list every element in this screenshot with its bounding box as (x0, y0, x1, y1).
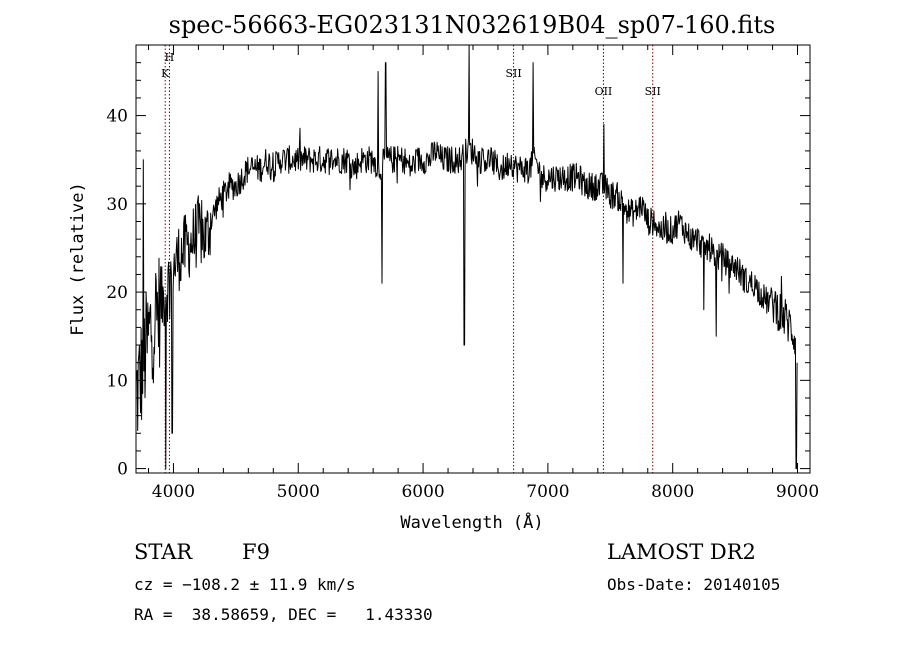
y-axis-label: Flux (relative) (68, 182, 88, 336)
line-marker-label: SII (645, 85, 661, 98)
x-tick-label: 6000 (401, 482, 444, 502)
coordinates: RA = 38.58659, DEC = 1.43330 (134, 605, 433, 624)
chart-title: spec-56663-EG023131N032619B04_sp07-160.f… (169, 11, 776, 39)
y-tick-label: 30 (106, 195, 128, 215)
object-class: STAR (134, 540, 193, 564)
plot-frame (135, 44, 811, 474)
axes: 4000 5000 6000 7000 8000 9000 0 10 20 30 40 (106, 45, 819, 502)
line-marker-label: OII (595, 85, 613, 98)
y-tick-label: 40 (106, 107, 128, 127)
object-subclass: F9 (242, 540, 270, 564)
spectral-line-markers: HK SII OII SII (161, 45, 661, 473)
x-tick-label: 7000 (526, 482, 569, 502)
x-tick-label: 8000 (651, 482, 694, 502)
x-tick-label: 9000 (776, 482, 819, 502)
x-tick-label: 4000 (152, 482, 195, 502)
x-axis-label: Wavelength (Å) (400, 511, 543, 533)
y-tick-label: 10 (106, 371, 128, 391)
spectrum-line (135, 44, 798, 470)
x-tick-label: 5000 (277, 482, 320, 502)
line-marker-label: SII (505, 67, 521, 80)
y-tick-label: 20 (106, 283, 128, 303)
line-marker-label: H (165, 51, 175, 64)
survey-name: LAMOST DR2 (607, 540, 756, 564)
y-tick-label: 0 (117, 460, 128, 480)
redshift-velocity: cz = −108.2 ± 11.9 km/s (134, 575, 356, 594)
line-marker-label: K (161, 67, 170, 80)
observation-date: Obs-Date: 20140105 (607, 575, 780, 594)
spectrum-series (135, 44, 798, 470)
